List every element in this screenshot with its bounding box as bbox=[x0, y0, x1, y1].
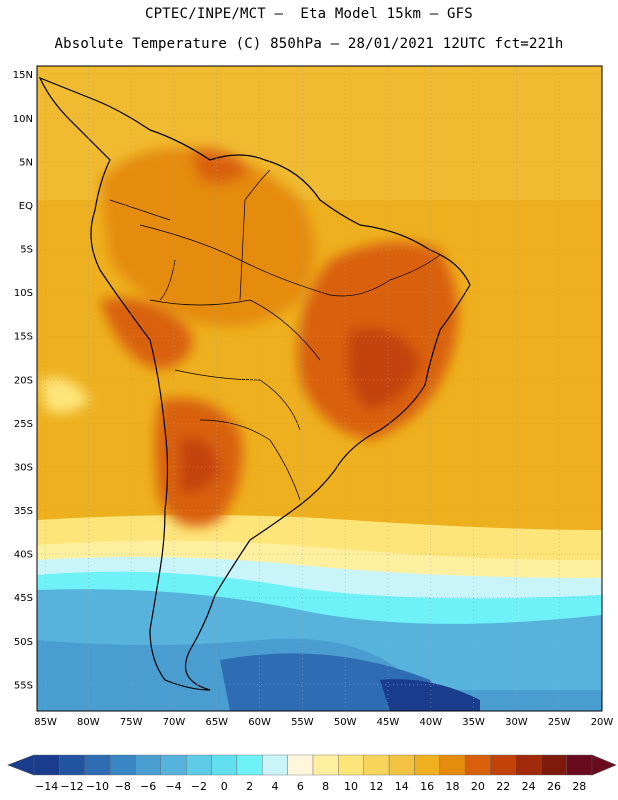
temperature-field bbox=[37, 66, 602, 711]
colorbar-swatch bbox=[338, 754, 364, 776]
lon-tick-label: 80W bbox=[77, 717, 100, 728]
map-subtitle: Absolute Temperature (C) 850hPa – 28/01/… bbox=[54, 36, 564, 52]
lon-tick-label: 65W bbox=[205, 717, 228, 728]
colorbar-label: 8 bbox=[322, 780, 329, 793]
colorbar-swatch bbox=[363, 754, 390, 776]
lat-tick-label: 45S bbox=[14, 593, 33, 604]
colorbar-swatch bbox=[84, 754, 111, 776]
colorbar-label: 28 bbox=[572, 780, 586, 793]
colorbar-swatch bbox=[414, 754, 441, 776]
lat-tick-label: 40S bbox=[14, 550, 33, 561]
colorbar-swatch bbox=[464, 754, 491, 776]
lat-tick-label: 15N bbox=[13, 70, 33, 81]
colorbar-label: 22 bbox=[496, 780, 510, 793]
lon-tick-label: 20W bbox=[591, 717, 614, 728]
colorbar-swatch bbox=[185, 754, 212, 776]
lat-tick-label: 5S bbox=[20, 245, 33, 256]
colorbar-swatch bbox=[211, 754, 238, 776]
lon-tick-label: 55W bbox=[291, 717, 314, 728]
lon-tick-label: 40W bbox=[419, 717, 442, 728]
lon-tick-label: 60W bbox=[248, 717, 271, 728]
colorbar-swatch bbox=[109, 754, 136, 776]
lat-tick-label: 10N bbox=[13, 114, 33, 125]
colorbar-swatch bbox=[515, 754, 542, 776]
colorbar-swatch bbox=[135, 754, 162, 776]
colorbar-label: 2 bbox=[246, 780, 253, 793]
lat-tick-label: 50S bbox=[14, 637, 33, 648]
colorbar-swatch bbox=[490, 754, 517, 776]
lat-tick-label: 25S bbox=[14, 419, 33, 430]
colorbar-swatch bbox=[541, 754, 567, 776]
colorbar-label: 0 bbox=[221, 780, 228, 793]
latitude-axis: 15N 10N 5N EQ 5S 10S 15S 20S 25S 30S 35S 40S 45S 50S 5… bbox=[13, 70, 33, 691]
lon-tick-label: 35W bbox=[462, 717, 485, 728]
lon-tick-label: 70W bbox=[163, 717, 186, 728]
lon-tick-label: 75W bbox=[120, 717, 143, 728]
colorbar-label: 18 bbox=[446, 780, 460, 793]
colorbar-swatch bbox=[160, 754, 187, 776]
colorbar-label: −14 bbox=[35, 780, 58, 793]
lat-tick-label: 35S bbox=[14, 506, 33, 517]
colorbar-swatch bbox=[566, 754, 593, 776]
colorbar-label: 20 bbox=[471, 780, 485, 793]
colorbar-label: 14 bbox=[395, 780, 409, 793]
colorbar-label: 10 bbox=[344, 780, 358, 793]
colorbar-swatch bbox=[388, 754, 415, 776]
colorbar-label: 12 bbox=[369, 780, 383, 793]
colorbar-swatch bbox=[33, 754, 60, 776]
colorbar-label: −12 bbox=[60, 780, 83, 793]
map-title: CPTEC/INPE/MCT – Eta Model 15km – GFS bbox=[145, 6, 473, 22]
colorbar-swatch bbox=[262, 754, 288, 776]
map-frame bbox=[36, 65, 603, 712]
colorbar-label: 26 bbox=[547, 780, 561, 793]
colorbar-arrow-left bbox=[7, 754, 35, 776]
colorbar-swatch bbox=[287, 754, 314, 776]
colorbar-label: −10 bbox=[86, 780, 109, 793]
colorbar-label: 6 bbox=[297, 780, 304, 793]
colorbar-label: 4 bbox=[271, 780, 278, 793]
colorbar-label: −6 bbox=[140, 780, 156, 793]
lat-tick-label: 20S bbox=[14, 375, 33, 386]
longitude-axis: 85W 80W 75W 70W 65W 60W 55W 50W 45W 40W 35W 30W 25W 2… bbox=[34, 717, 613, 728]
colorbar-label: 16 bbox=[420, 780, 434, 793]
colorbar-label: −4 bbox=[165, 780, 181, 793]
lon-tick-label: 30W bbox=[505, 717, 528, 728]
temperature-map: 15N 10N 5N EQ 5S 10S 15S 20S 25S 30S 35S 40S 45S 50S 5… bbox=[13, 65, 613, 728]
colorbar-arrow-right bbox=[591, 754, 617, 776]
lat-tick-label: 55S bbox=[14, 680, 33, 691]
lon-tick-label: 45W bbox=[377, 717, 400, 728]
colorbar-swatch bbox=[439, 754, 466, 776]
lat-tick-label: 5N bbox=[19, 157, 33, 168]
colorbar: −14 −12 −10 −8 −6 −4 −2 0 2 4 6 8 10 12 14 16 18 20 22 24 26… bbox=[7, 754, 617, 793]
lat-tick-label: 10S bbox=[14, 288, 33, 299]
colorbar-swatch bbox=[59, 754, 85, 776]
colorbar-label: 24 bbox=[522, 780, 536, 793]
colorbar-swatch bbox=[236, 754, 263, 776]
coastline bbox=[38, 76, 471, 691]
lon-tick-label: 50W bbox=[334, 717, 357, 728]
colorbar-label: −8 bbox=[115, 780, 131, 793]
lat-tick-label: 30S bbox=[14, 462, 33, 473]
lat-tick-label: EQ bbox=[19, 201, 33, 212]
colorbar-label: −2 bbox=[191, 780, 207, 793]
lon-tick-label: 25W bbox=[548, 717, 571, 728]
colorbar-swatch bbox=[312, 754, 339, 776]
lat-tick-label: 15S bbox=[14, 332, 33, 343]
lon-tick-label: 85W bbox=[34, 717, 57, 728]
country-borders bbox=[109, 169, 441, 501]
